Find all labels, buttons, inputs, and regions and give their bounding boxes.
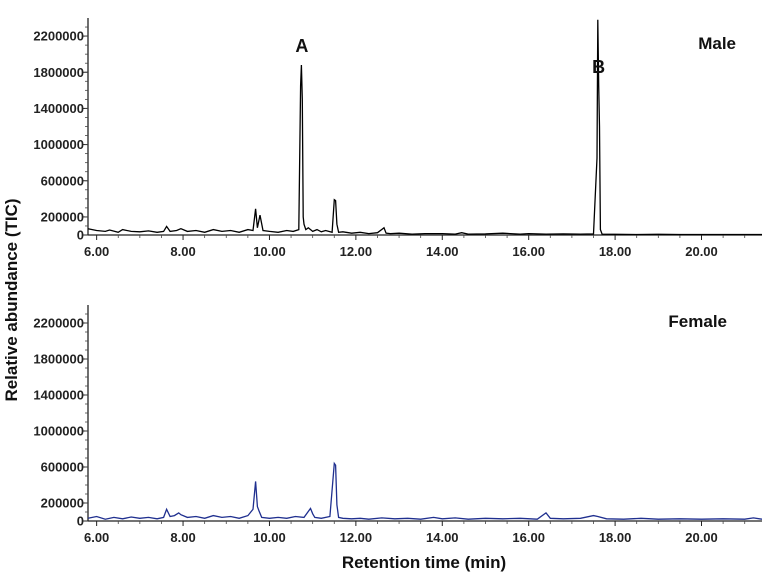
peak-label: B [592, 57, 605, 77]
x-tick-label: 18.00 [599, 530, 632, 545]
x-tick-label: 8.00 [170, 530, 195, 545]
y-tick-label: 1400000 [33, 388, 84, 403]
y-tick-label: 1400000 [33, 101, 84, 116]
x-tick-label: 20.00 [685, 244, 718, 259]
panel-label: Female [668, 312, 727, 331]
x-tick-label: 12.00 [340, 530, 373, 545]
y-tick-label: 1800000 [33, 352, 84, 367]
y-tick-label: 2200000 [33, 29, 84, 44]
y-tick-label: 200000 [41, 209, 84, 224]
y-tick-label: 600000 [41, 460, 84, 475]
x-tick-label: 10.00 [253, 530, 286, 545]
y-tick-label: 1000000 [33, 137, 84, 152]
x-tick-label: 14.00 [426, 530, 459, 545]
x-tick-label: 8.00 [170, 244, 195, 259]
x-tick-label: 16.00 [512, 530, 545, 545]
tic-trace-line [87, 19, 762, 236]
panel-label: Male [698, 34, 736, 53]
x-axis-title: Retention time (min) [342, 553, 506, 572]
female-chromatogram-panel: 0 200000 600000 1000000 1400000 1800000 220000… [33, 305, 762, 545]
peak-label: A [295, 36, 308, 56]
tic-trace-line [87, 461, 762, 520]
y-axis-title: Relative abundance (TIC) [2, 198, 21, 401]
y-tick-label: 600000 [41, 173, 84, 188]
y-tick-label: 1800000 [33, 65, 84, 80]
y-tick-label: 200000 [41, 496, 84, 511]
x-tick-label: 14.00 [426, 244, 459, 259]
y-tick-label: 1000000 [33, 424, 84, 439]
y-tick-label: 2200000 [33, 316, 84, 331]
x-tick-label: 16.00 [512, 244, 545, 259]
y-tick-label: 0 [77, 514, 84, 529]
x-tick-label: 6.00 [84, 530, 109, 545]
male-chromatogram-panel: 0 200000 600000 1000000 1400000 1800000 220000… [33, 18, 762, 259]
x-tick-label: 6.00 [84, 244, 109, 259]
y-tick-label: 0 [77, 228, 84, 243]
x-tick-label: 18.00 [599, 244, 632, 259]
x-tick-label: 20.00 [685, 530, 718, 545]
x-tick-label: 10.00 [253, 244, 286, 259]
x-tick-label: 12.00 [340, 244, 373, 259]
